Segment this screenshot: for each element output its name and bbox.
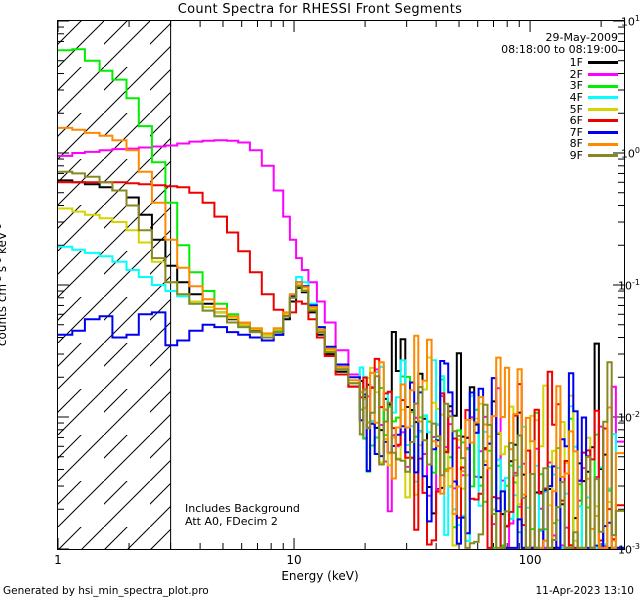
legend-item-9f: 9F	[501, 150, 618, 162]
legend-item-label: 5F	[569, 102, 583, 116]
legend-item-5f: 5F	[501, 102, 618, 116]
legend-item-6f: 6F	[501, 115, 618, 127]
x-tick-label: 100	[518, 553, 542, 567]
series-line-6f	[58, 181, 624, 549]
y-axis-title: counts cm-2 s-1 keV-1	[0, 223, 9, 347]
x-tick-label: 1	[54, 553, 62, 567]
legend-item-4f: 4F	[501, 92, 618, 104]
legend-item-label: 4F	[569, 90, 583, 104]
y-tick-label: 10-3	[618, 542, 640, 557]
legend-item-swatch	[588, 142, 618, 146]
legend-item-2f: 2F	[501, 69, 618, 81]
legend-item-1f: 1F	[501, 57, 618, 69]
legend-item-label: 3F	[569, 79, 583, 93]
annotation-attenuator: Att A0, FDecim 2	[185, 514, 278, 528]
legend-item-swatch	[588, 131, 618, 135]
footer-generated-by: Generated by hsi_min_spectra_plot.pro	[3, 585, 209, 597]
legend-item-swatch	[588, 96, 618, 100]
plot-frame	[57, 20, 625, 550]
legend-item-3f: 3F	[501, 80, 618, 92]
y-tick-label: 100	[620, 146, 640, 161]
legend-item-label: 7F	[569, 125, 583, 139]
legend-item-swatch	[588, 84, 618, 88]
legend-item-swatch	[588, 119, 618, 123]
x-axis-title: Energy (keV)	[281, 569, 359, 583]
legend-item-swatch	[588, 107, 618, 111]
series-line-9f	[58, 170, 624, 549]
legend-time-range: 08:18:00 to 08:19:00	[501, 42, 618, 56]
legend-item-swatch	[588, 61, 618, 65]
series-line-8f	[58, 126, 624, 549]
legend-item-label: 1F	[569, 56, 583, 70]
legend-date: 29-May-2009	[545, 31, 618, 44]
annotation-background: Includes Background	[185, 502, 300, 515]
spectra-series-group	[58, 48, 624, 549]
legend-item-label: 9F	[569, 148, 583, 162]
legend: 29-May-2009 08:18:00 to 08:19:00 1F 2F 3F 4…	[501, 32, 618, 162]
legend-item-swatch	[588, 73, 618, 77]
page-title: Count Spectra for RHESSI Front Segments	[177, 2, 463, 17]
y-tick-label: 101	[620, 14, 640, 29]
legend-item-label: 6F	[569, 114, 583, 128]
y-tick-label: 10-2	[618, 410, 640, 425]
spectra-chart	[58, 21, 624, 549]
y-tick-label: 10-1	[618, 278, 640, 293]
footer-timestamp: 11-Apr-2023 13:10	[535, 585, 634, 597]
legend-entries: 1F 2F 3F 4F 5F 6F 7F 8F 9F	[501, 57, 618, 161]
x-tick-label: 10	[286, 553, 302, 567]
axis-ticks	[58, 21, 624, 549]
legend-item-label: 8F	[569, 137, 583, 151]
plot-annotations: Includes Background Att A0, FDecim 2	[185, 502, 300, 528]
legend-item-swatch	[588, 154, 618, 158]
legend-item-label: 2F	[569, 67, 583, 81]
legend-item-8f: 8F	[501, 138, 618, 150]
legend-item-7f: 7F	[501, 127, 618, 139]
